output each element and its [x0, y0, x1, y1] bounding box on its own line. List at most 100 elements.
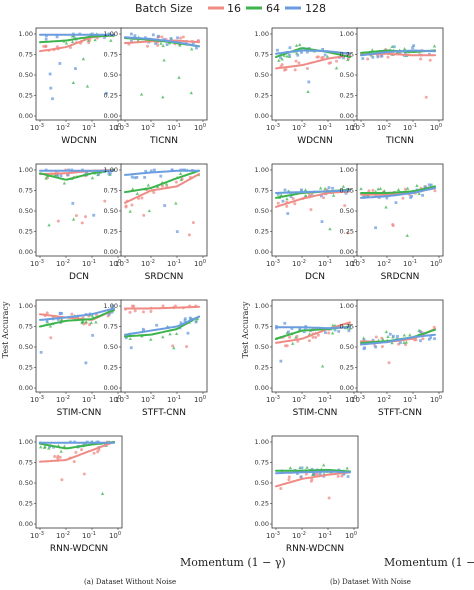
series-line-128	[275, 49, 351, 55]
point-bs-128	[288, 46, 292, 50]
x-tick-label: 10-2	[141, 259, 155, 268]
series-line-64	[124, 315, 200, 338]
y-tick-label: 0.75	[340, 323, 354, 331]
point-bs-16	[87, 41, 91, 45]
panel-frame	[356, 163, 444, 257]
point-bs-64	[381, 337, 385, 341]
legend-label-64: 64	[266, 2, 280, 15]
point-bs-64	[285, 197, 289, 201]
y-tick-label: 1.00	[255, 302, 269, 310]
point-bs-128	[179, 321, 183, 325]
y-tick-label: 0.50	[255, 479, 269, 487]
series-line-64	[39, 34, 115, 44]
y-tick-label: 0.75	[255, 323, 269, 331]
point-bs-16	[285, 204, 289, 208]
point-bs-16	[179, 36, 183, 40]
y-tick-label: 0.00	[19, 248, 33, 256]
x-tick-label: 100	[345, 395, 357, 404]
point-bs-64	[164, 182, 169, 186]
point-bs-64	[405, 186, 410, 190]
y-tick-label: 0.75	[340, 187, 354, 195]
point-bs-16	[284, 68, 288, 72]
y-tick-label: 0.50	[255, 343, 269, 351]
y-tick-label: 1.00	[104, 30, 118, 38]
point-bs-128	[130, 39, 133, 43]
point-bs-128	[183, 317, 187, 321]
series-line-128	[360, 49, 436, 57]
point-bs-128	[107, 312, 111, 316]
point-bs-128	[427, 337, 431, 341]
point-bs-16	[403, 343, 407, 347]
point-bs-16	[276, 201, 280, 205]
point-bs-16	[294, 59, 298, 63]
x-tick-label: 10-1	[318, 123, 332, 132]
x-tick-label: 10-1	[403, 395, 417, 404]
x-tick-label: 100	[194, 123, 206, 132]
point-bs-64	[64, 41, 69, 45]
point-bs-16	[149, 309, 153, 313]
point-bs-64	[390, 341, 394, 345]
point-bs-128	[276, 192, 280, 196]
panel-title: DCN	[69, 272, 89, 282]
point-bs-128	[310, 467, 314, 471]
series-line-128	[39, 307, 115, 321]
point-bs-16	[391, 224, 395, 228]
point-bs-64	[90, 314, 95, 318]
point-bs-16	[130, 203, 134, 207]
x-tick-label: 10-1	[82, 395, 96, 404]
panel-title: STFT-CNN	[378, 408, 422, 418]
point-bs-128	[59, 174, 63, 178]
point-bs-128	[391, 334, 395, 338]
x-tick-label: 100	[430, 395, 442, 404]
point-bs-64	[85, 84, 90, 88]
y-tick-label: 0.50	[19, 207, 33, 215]
point-bs-128	[279, 359, 283, 363]
point-bs-128	[286, 212, 290, 215]
point-bs-64	[404, 340, 409, 344]
point-bs-128	[374, 226, 377, 230]
panel-1-1: 0.00 0.25 0.50 0.75 1.00 10-3 10-2 10-1 100 TICNN	[340, 27, 444, 146]
point-bs-128	[427, 52, 431, 56]
point-bs-64	[59, 449, 63, 453]
point-bs-128	[143, 176, 147, 179]
point-bs-64	[323, 186, 327, 190]
point-bs-16	[133, 309, 137, 313]
series-line-128	[360, 187, 436, 199]
point-bs-64	[297, 42, 302, 46]
panel-frame	[120, 299, 208, 393]
point-bs-64	[408, 333, 412, 337]
point-bs-64	[93, 38, 97, 42]
x-tick-label: 10-3	[115, 123, 129, 132]
point-bs-16	[171, 344, 175, 348]
x-tick-label: 100	[345, 259, 357, 268]
point-bs-16	[191, 221, 195, 225]
point-bs-128	[48, 72, 52, 76]
point-bs-64	[38, 445, 43, 449]
y-tick-label: 0.00	[19, 112, 33, 120]
point-bs-128	[276, 48, 279, 52]
point-bs-128	[318, 471, 322, 475]
point-bs-128	[74, 67, 77, 70]
point-bs-128	[124, 336, 128, 340]
point-bs-64	[86, 38, 91, 42]
x-tick-label: 10-1	[318, 395, 332, 404]
point-bs-128	[323, 53, 327, 57]
y-tick-label: 0.75	[104, 187, 118, 195]
y-tick-label: 0.75	[19, 51, 33, 59]
point-bs-16	[132, 304, 136, 308]
point-bs-64	[89, 320, 93, 325]
y-tick-label: 0.75	[104, 51, 118, 59]
y-tick-label: 0.25	[340, 228, 354, 236]
point-bs-128	[399, 341, 402, 345]
point-bs-64	[322, 463, 326, 467]
point-bs-16	[367, 189, 371, 193]
x-tick-label: 10-2	[292, 123, 306, 132]
x-tick-label: 100	[109, 395, 121, 404]
panel-1-5: 0.00 0.25 0.50 0.75 1.00 10-3 10-2 10-1 100 STFT-…	[340, 299, 444, 418]
y-tick-label: 0.50	[340, 71, 354, 79]
x-tick-label: 10-1	[167, 395, 181, 404]
point-bs-16	[128, 310, 132, 314]
point-bs-128	[374, 345, 378, 349]
y-tick-label: 0.25	[340, 364, 354, 372]
point-bs-64	[80, 321, 84, 325]
